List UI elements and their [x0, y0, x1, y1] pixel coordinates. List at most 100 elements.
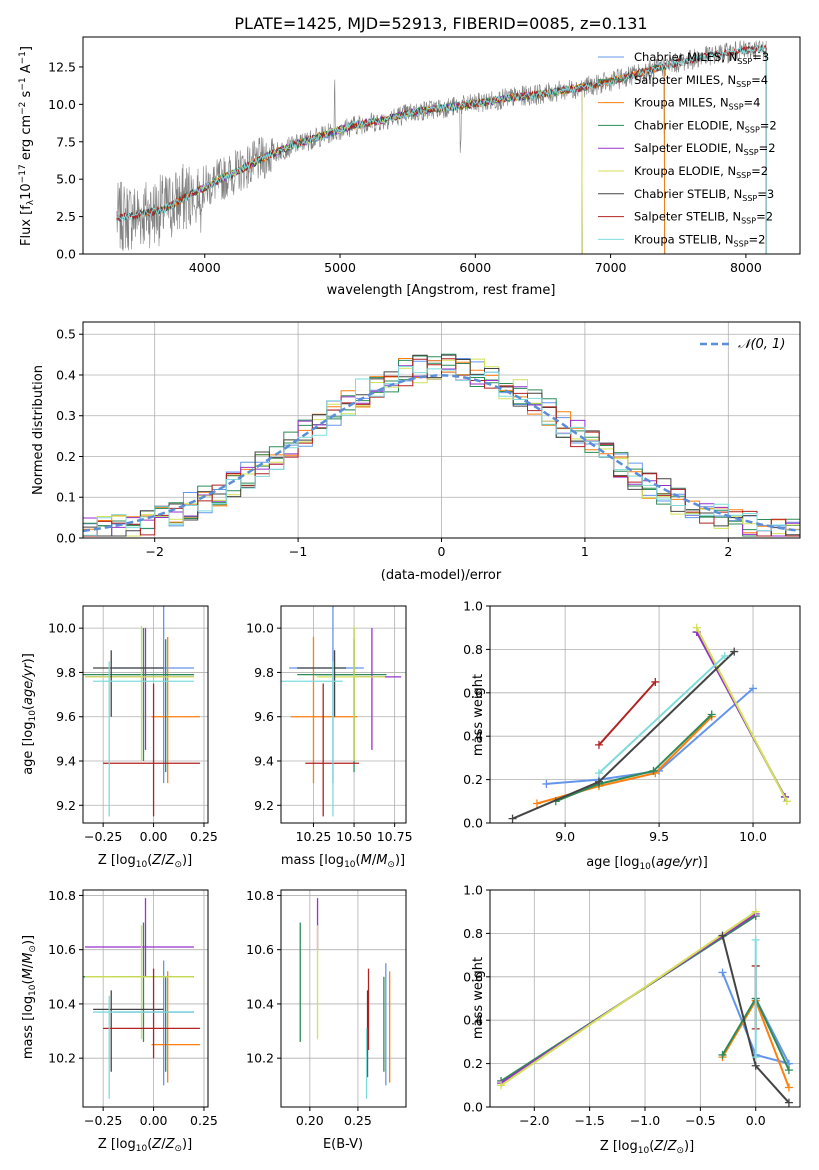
- ebv-mass-panel: 0.20 0.25 10.2 10.4 10.6 10.8: [246, 888, 407, 1128]
- legend-label-chabrier_miles: Chabrier MILES, NSSP=3: [634, 50, 769, 66]
- x-tick-label: 9.5: [649, 829, 669, 844]
- series-line-chabrier_miles: [721, 972, 791, 1066]
- point-marker-kroupa_stelib: [751, 1053, 760, 1062]
- x-tick-label: 0: [438, 544, 446, 559]
- point-marker-chabrier_stelib: [784, 1098, 793, 1107]
- histogram-xlabel: (data-model)/error: [381, 568, 502, 583]
- spectrum-xlabel: wavelength [Angstrom, rest frame]: [327, 283, 556, 298]
- point-marker-salpeter_miles: [718, 1050, 727, 1059]
- x-tick-label: 10.75: [377, 829, 413, 844]
- y-tick-label: 10.2: [246, 1051, 274, 1066]
- y-tick-label: 7.5: [56, 134, 76, 149]
- z-mass-xlabel: Z [log10(Z/Z⊙)]: [98, 1137, 192, 1154]
- y-tick-label: 10.8: [48, 888, 76, 903]
- y-tick-label: 0.8: [463, 642, 483, 657]
- point-marker-kroupa_stelib: [594, 769, 603, 778]
- series-line-chabrier_miles: [546, 687, 754, 785]
- model-spectrum-salpeter_elodie: [190, 83, 583, 254]
- legend-label-kroupa_elodie: Kroupa ELODIE, NSSP=2: [634, 164, 768, 180]
- age-massweight-xlabel: age [log10(age/yr)]: [586, 855, 708, 872]
- y-tick-label: 0.5: [56, 327, 76, 342]
- z-massweight-ylabel: mass weight: [471, 957, 486, 1039]
- legend-label-kroupa_stelib: Kroupa STELIB, NSSP=2: [634, 232, 765, 248]
- x-tick-label: 0.25: [190, 829, 218, 844]
- y-tick-label: 0.6: [463, 685, 483, 700]
- y-tick-label: 10.6: [246, 942, 274, 957]
- y-tick-label: 0.0: [463, 1100, 483, 1115]
- y-tick-label: 0.6: [463, 969, 483, 984]
- point-marker-salpeter_stelib: [594, 740, 603, 749]
- point-marker-kroupa_elodie: [692, 623, 701, 632]
- point-marker-kroupa_miles: [784, 1083, 793, 1092]
- x-tick-label: 0.25: [344, 1113, 372, 1128]
- model-spectrum-kroupa_elodie: [190, 83, 583, 254]
- point-marker-kroupa_miles: [532, 799, 541, 808]
- legend-label-salpeter_miles: Salpeter MILES, NSSP=4: [634, 73, 768, 89]
- y-tick-label: 0.8: [463, 926, 483, 941]
- y-tick-label: 12.5: [48, 59, 76, 74]
- y-tick-label: 9.6: [56, 709, 76, 724]
- y-tick-label: 9.2: [56, 798, 76, 813]
- figure-title: PLATE=1425, MJD=52913, FIBERID=0085, z=0…: [234, 14, 647, 33]
- age-massweight-frame: [489, 605, 801, 824]
- y-tick-label: 10.8: [246, 888, 274, 903]
- histogram-panel: −2 −1 0 1 2 0.0 0.1 0.2 0.3 0.4 0.5 (data-model)/e…: [31, 321, 801, 583]
- point-marker-kroupa_elodie: [782, 797, 791, 806]
- series-line-salpeter_stelib: [598, 681, 657, 746]
- model-spectrum-chabrier_elodie: [190, 84, 583, 254]
- x-tick-label: −1.0: [630, 1113, 660, 1128]
- z-age-panel: −0.25 0.00 0.25 9.2 9.4 9.6 9.8 10.0: [48, 605, 218, 844]
- point-marker-kroupa_stelib: [720, 651, 729, 660]
- series-line-kroupa_elodie: [695, 627, 788, 802]
- model-spectrum-salpeter_miles: [142, 64, 666, 254]
- y-tick-label: 9.8: [254, 665, 274, 680]
- point-marker-salpeter_miles: [707, 710, 716, 719]
- z-mass-frame: [82, 889, 209, 1108]
- point-marker-salpeter_miles: [784, 1066, 793, 1075]
- y-tick-label: 0.0: [56, 247, 76, 262]
- x-tick-label: 1: [581, 544, 589, 559]
- z-age-frame: [82, 605, 209, 824]
- z-massweight-xlabel: Z [log10(Z/Z⊙)]: [600, 1139, 694, 1156]
- x-tick-label: −1.5: [574, 1113, 604, 1128]
- x-tick-label: −0.25: [84, 1113, 122, 1128]
- y-tick-label: 9.8: [56, 665, 76, 680]
- x-tick-label: 10.0: [739, 829, 767, 844]
- point-marker-chabrier_stelib: [718, 931, 727, 940]
- y-tick-label: 10.2: [48, 1051, 76, 1066]
- mass-age-xlabel: mass [log10(M/M⊙)]: [281, 853, 405, 870]
- x-tick-label: 0.20: [296, 1113, 324, 1128]
- x-tick-label: 8000: [730, 260, 762, 275]
- point-marker-chabrier_stelib: [508, 814, 517, 823]
- histogram-step-kroupa_stelib: [82, 366, 800, 538]
- ebv-mass-frame: [280, 889, 407, 1108]
- y-tick-label: 0.2: [463, 772, 483, 787]
- mass-age-frame: [280, 605, 407, 824]
- y-tick-label: 9.4: [56, 754, 76, 769]
- model-spectrum-chabrier_miles: [142, 62, 666, 254]
- y-tick-label: 0.4: [463, 1013, 483, 1028]
- normal-legend-label: 𝒩(0, 1): [738, 337, 785, 352]
- y-tick-label: 0.0: [463, 816, 483, 831]
- y-tick-label: 10.0: [48, 97, 76, 112]
- y-tick-label: 0.4: [56, 367, 76, 382]
- model-spectrum-kroupa_miles: [142, 64, 666, 254]
- age-massweight-ylabel: mass weight: [471, 674, 486, 756]
- point-marker-kroupa_stelib: [751, 935, 760, 944]
- z-massweight-panel: −2.0 −1.5 −1.0 −0.5 0.0 0.0 0.2 0.4 0.6 0.8 1.0: [463, 883, 801, 1128]
- histogram-ylabel: Normed distribution: [31, 365, 46, 495]
- x-tick-label: −2: [145, 544, 163, 559]
- series-line-kroupa_stelib: [598, 655, 726, 774]
- x-tick-label: −2.0: [519, 1113, 549, 1128]
- mass-age-panel: 10.25 10.50 10.75 9.2 9.4 9.6 9.8 10.0: [246, 605, 413, 844]
- ebv-mass-xlabel: E(B-V): [323, 1137, 363, 1152]
- series-line-salpeter_miles: [555, 713, 713, 803]
- y-tick-label: 10.0: [246, 621, 274, 636]
- point-marker-chabrier_miles: [718, 968, 727, 977]
- x-tick-label: −0.5: [685, 1113, 715, 1128]
- y-tick-label: 10.0: [48, 621, 76, 636]
- point-marker-kroupa_elodie: [497, 1081, 506, 1090]
- point-marker-chabrier_stelib: [730, 647, 739, 656]
- y-tick-label: 0.1: [56, 490, 76, 505]
